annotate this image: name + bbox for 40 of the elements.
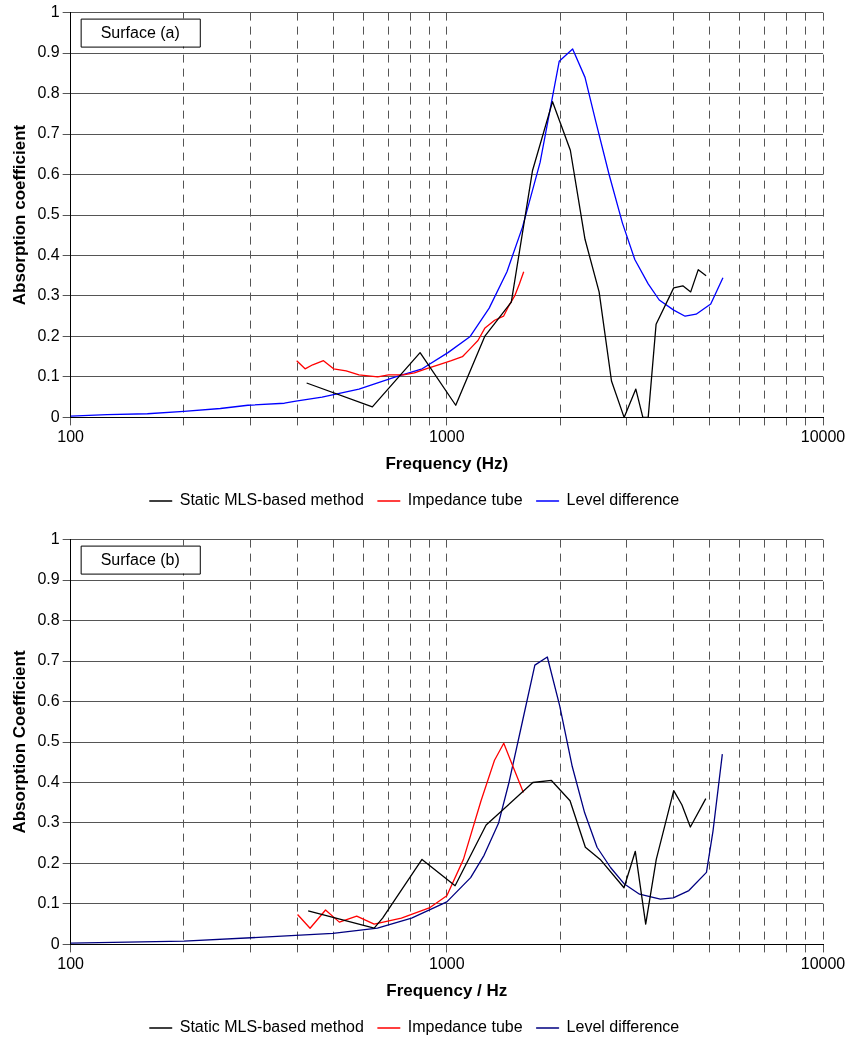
y-tick-label: 0 [50, 934, 60, 952]
x-tick-label: 10000 [800, 955, 846, 973]
y-axis-title: Absorption Coefficient [9, 650, 29, 834]
y-tick-label: 0.7 [37, 651, 60, 669]
y-tick-label: 0.7 [37, 124, 60, 142]
y-tick-label: 0.1 [37, 894, 60, 912]
y-tick-label: 0.9 [37, 570, 60, 588]
y-tick-label: 0.3 [37, 813, 60, 831]
x-axis-title: Frequency (Hz) [385, 454, 509, 474]
legend-label: Static MLS-based method [179, 491, 364, 509]
y-tick-label: 0.8 [37, 83, 60, 101]
legend-label: Level difference [566, 1018, 680, 1036]
y-tick-label: 0.4 [37, 245, 60, 263]
y-axis-title: Absorption coefficient [9, 124, 29, 306]
x-tick-label: 10000 [800, 428, 846, 446]
annotation: Surface (a) [100, 24, 180, 42]
y-tick-label: 0.9 [37, 43, 60, 61]
annotation: Surface (b) [100, 551, 180, 569]
legend-label: Impedance tube [407, 491, 523, 509]
y-tick-label: 0.3 [37, 286, 60, 304]
legend-label: Impedance tube [407, 1018, 523, 1036]
y-tick-label: 0.6 [37, 164, 60, 182]
x-tick-label: 100 [57, 428, 85, 446]
y-tick-label: 0.2 [37, 326, 60, 344]
x-tick-label: 1000 [429, 955, 465, 973]
y-tick-label: 0.2 [37, 853, 60, 871]
y-tick-label: 0 [50, 407, 60, 425]
y-tick-label: 0.4 [37, 772, 60, 790]
y-tick-label: 1 [50, 530, 60, 548]
legend-label: Static MLS-based method [179, 1018, 364, 1036]
y-tick-label: 0.6 [37, 691, 60, 709]
x-tick-label: 1000 [429, 428, 465, 446]
y-tick-label: 0.5 [37, 205, 60, 223]
y-tick-label: 0.5 [37, 732, 60, 750]
x-axis-title: Frequency / Hz [386, 981, 508, 1001]
y-tick-label: 1 [50, 3, 60, 21]
legend-label: Level difference [566, 491, 680, 509]
y-tick-label: 0.8 [37, 610, 60, 628]
x-tick-label: 100 [57, 955, 85, 973]
y-tick-label: 0.1 [37, 367, 60, 385]
